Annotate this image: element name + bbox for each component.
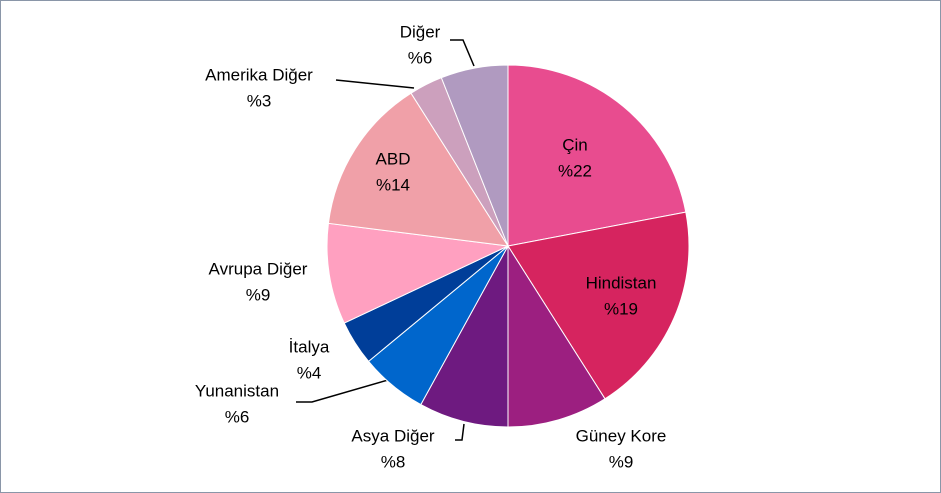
- slice-value-label: %6: [408, 48, 433, 67]
- slice-value-label: %9: [246, 285, 271, 304]
- slice-value-label: %14: [376, 175, 410, 194]
- slice-label: Çin: [562, 135, 588, 154]
- pie-slice: [507, 64, 687, 247]
- pie-slice: [420, 245, 509, 428]
- slice-value-label: %6: [225, 407, 250, 426]
- pie-slice: [507, 244, 606, 428]
- slice-label: Güney Kore: [576, 426, 667, 445]
- slice-label: Amerika Diğer: [205, 65, 313, 84]
- slice-value-label: %4: [297, 363, 322, 382]
- slice-label: Yunanistan: [195, 381, 279, 400]
- pie-slice: [507, 211, 690, 400]
- slice-value-label: %22: [558, 161, 592, 180]
- leader-line: [450, 39, 475, 67]
- leader-line: [455, 423, 465, 441]
- slice-label: Asya Diğer: [351, 426, 434, 445]
- slice-value-label: %8: [381, 452, 406, 471]
- pie-slice: [440, 64, 509, 247]
- slice-value-label: %9: [609, 452, 634, 471]
- slice-label: Hindistan: [586, 273, 657, 292]
- slice-label: Avrupa Diğer: [209, 259, 308, 278]
- leader-line: [296, 379, 389, 403]
- slice-label: Diğer: [400, 22, 441, 41]
- slice-label: ABD: [376, 149, 411, 168]
- slice-label: İtalya: [289, 337, 330, 356]
- pie-slice: [326, 222, 510, 324]
- leader-line: [335, 79, 415, 89]
- slice-value-label: %3: [247, 91, 272, 110]
- pie-slice: [327, 92, 509, 247]
- slice-value-label: %19: [604, 299, 638, 318]
- leader-lines: [296, 39, 475, 441]
